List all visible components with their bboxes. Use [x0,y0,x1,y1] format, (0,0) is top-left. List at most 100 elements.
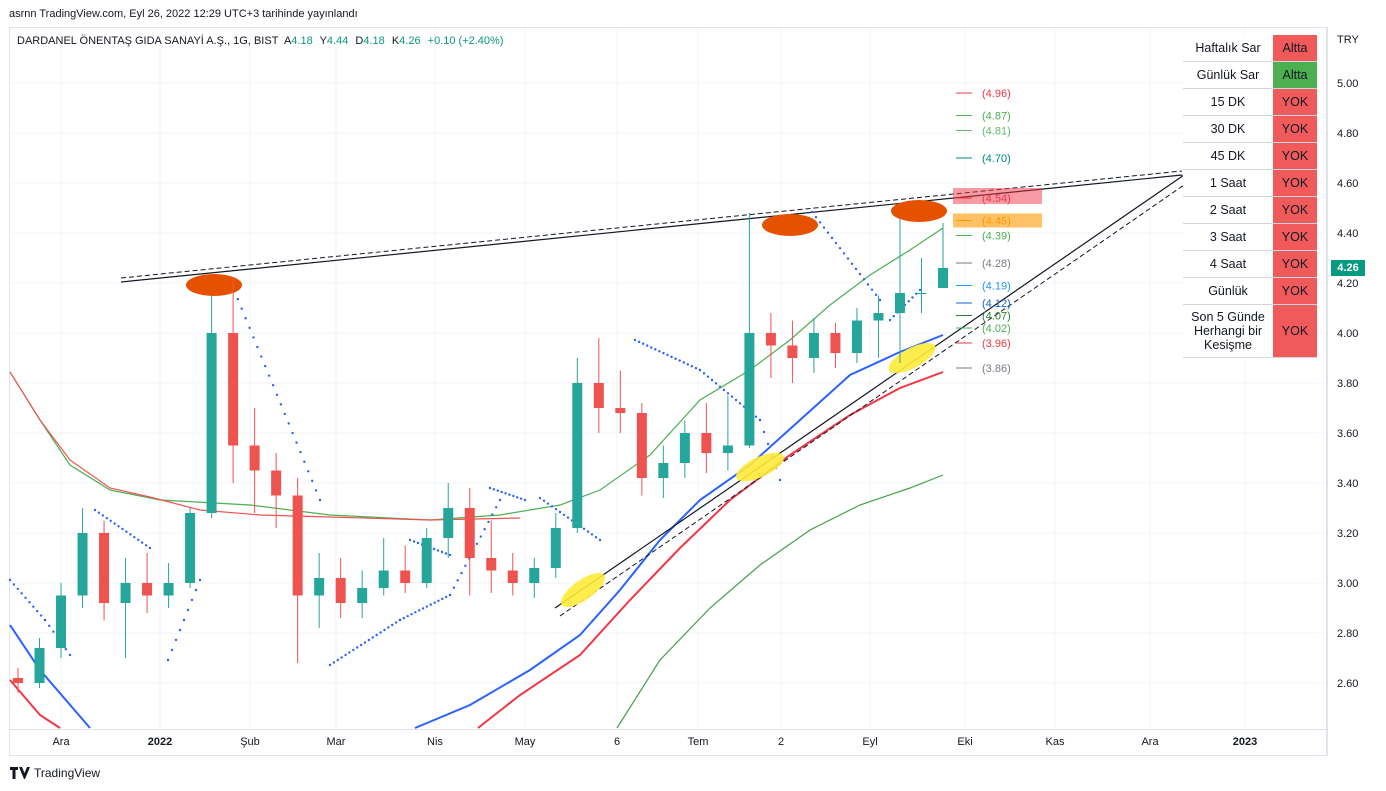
sar-dot [464,564,467,567]
low-label: D [355,35,364,47]
sar-dot [240,307,243,310]
sar-dot [498,498,502,502]
sar-dot [738,402,742,405]
sar-dot [406,614,409,618]
sar-dot [432,547,436,551]
sar-dot [523,498,527,502]
sar-dot [260,355,263,358]
sar-dot [566,516,570,519]
status-row: 30 DK YOK [1183,115,1317,143]
sar-dot [332,661,336,664]
candle-body [765,333,776,346]
sar-dot [39,614,43,617]
sar-dot [236,297,240,301]
candle-body [34,648,45,683]
sar-dot [706,375,710,378]
sar-dot [275,393,279,396]
time-tick: Eyl [862,736,877,748]
level-label: (4.87) [982,111,1011,123]
status-row: 1 Saat YOK [1183,169,1317,197]
moving-averages [9,227,944,729]
open-value: 4.18 [291,35,313,47]
currency-label[interactable]: TRY [1337,34,1359,46]
sar-dot [487,520,490,524]
candle-body [873,313,884,321]
status-label: 2 Saat [1183,196,1273,224]
sar-dot [93,508,97,512]
sar-dot [414,611,417,614]
sar-dot [778,478,782,482]
sar-dot [590,533,594,536]
status-label: 30 DK [1183,115,1273,143]
sar-dot [371,636,374,639]
candle-body [916,293,927,294]
sar-dot [170,648,174,652]
sar-dot [68,653,72,657]
time-tick: Mar [327,736,346,748]
signal-status-table: Haftalık Sar Altta Günlük Sar Altta 15 DK YOK… [1183,35,1317,358]
sar-dot [418,609,421,612]
sar-dot [542,499,546,502]
sar-dot [190,598,194,602]
sar-dot [433,601,436,604]
sar-dot [500,490,503,494]
sar-dot [448,553,452,557]
sar-dot [594,536,598,539]
candle-body [550,528,561,568]
sar-dot [425,605,429,608]
candle-body [679,433,690,463]
sar-dot [641,342,645,345]
sar-dot [483,528,486,531]
sar-dot [726,392,730,395]
sar-dot [52,630,55,633]
candle-body [271,470,282,496]
candle-body [701,433,712,453]
close-value: 4.26 [399,35,421,47]
sar-dot [508,493,511,496]
status-value: YOK [1273,223,1317,251]
status-value: YOK [1273,115,1317,143]
time-tick: Tem [688,736,709,748]
sar-dot [762,430,766,434]
candle-body [99,533,110,603]
sar-dot [299,450,302,454]
level-label: (4.28) [982,258,1011,270]
sar-dot [818,221,822,224]
sar-dot [421,607,425,610]
sar-dot [838,247,842,250]
status-value: YOK [1273,277,1317,305]
candle-body [851,320,862,353]
tradingview-footer[interactable]: TradingView [10,766,100,780]
sar-dot [546,502,550,505]
status-row: 3 Saat YOK [1183,223,1317,251]
time-tick: Kas [1046,736,1065,748]
status-row: 2 Saat YOK [1183,196,1317,224]
sar-dot [854,267,858,271]
sar-dot [367,638,371,642]
sar-dot [121,527,124,531]
published-line: asrnn TradingView.com, Eyl 26, 2022 12:2… [9,8,358,20]
sar-dot [117,525,120,528]
status-value: YOK [1273,88,1317,116]
symbol-legend[interactable]: DARDANEL ÖNENTAŞ GIDA SANAYİ A.Ş., 1G, B… [17,35,504,47]
candle-body [357,588,368,603]
status-row: Son 5 Günde Herhangi bir Kesişme YOK [1183,304,1317,358]
candles [13,213,948,693]
candle-body [443,508,454,538]
level-markers: (4.96) (4.87) (4.81) (4.70) (4.54) (4.45) (4.3… [953,88,1042,375]
sar-dot [911,296,914,299]
low-value: 4.18 [363,35,385,47]
sar-dot [140,541,144,544]
sar-dot [314,489,318,492]
sar-dot [271,384,275,387]
sar-dot [456,579,459,582]
status-label: 45 DK [1183,142,1273,170]
time-tick: Ara [52,736,70,748]
symbol-name: DARDANEL ÖNENTAŞ GIDA SANAYİ A.Ş., 1G, B… [17,35,279,47]
sar-dot [907,300,910,303]
sar-dot [16,587,19,591]
sar-dot [174,638,178,642]
status-label: Günlük [1183,277,1273,305]
sar-dot [666,353,669,357]
